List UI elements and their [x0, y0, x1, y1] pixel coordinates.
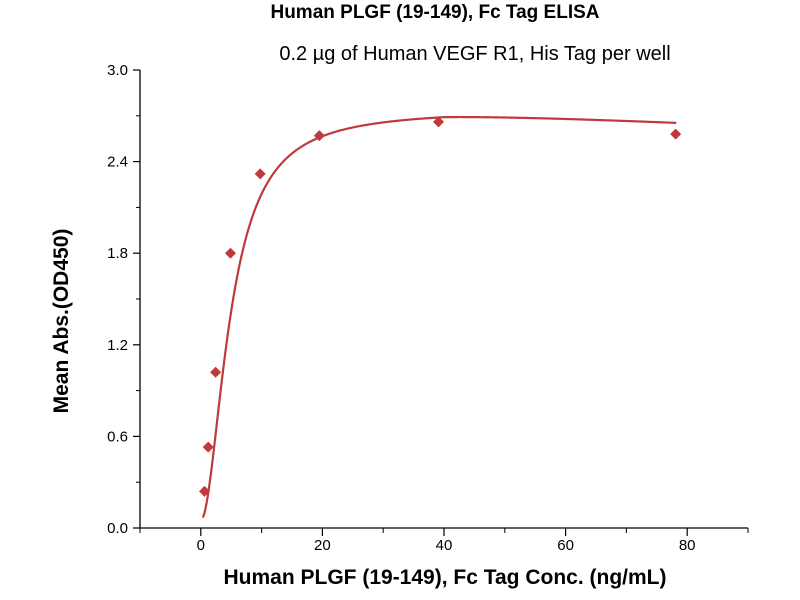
y-tick-label: 0.0 — [107, 520, 128, 537]
data-point — [210, 366, 222, 378]
data-point — [313, 130, 325, 142]
fit-curve — [201, 115, 677, 519]
data-point — [670, 128, 682, 140]
x-tick-label: 80 — [679, 537, 696, 554]
x-axis-label: Human PLGF (19-149), Fc Tag Conc. (ng/mL… — [223, 566, 667, 589]
data-markers — [199, 116, 682, 497]
x-tick-label: 60 — [557, 537, 574, 554]
chart-subtitle: 0.2 µg of Human VEGF R1, His Tag per wel… — [279, 43, 671, 65]
y-ticks: 0.0 0.6 1.2 1.8 2.4 3.0 — [107, 62, 140, 537]
x-tick-label: 40 — [436, 537, 453, 554]
x-tick-label: 0 — [197, 537, 205, 554]
y-tick-label: 1.2 — [107, 337, 128, 354]
y-tick-label: 1.8 — [107, 245, 128, 262]
data-point — [202, 441, 214, 453]
y-tick-label: 3.0 — [107, 62, 128, 79]
data-point — [433, 116, 445, 128]
data-point — [254, 168, 266, 180]
data-point — [224, 247, 236, 259]
y-tick-label: 2.4 — [107, 154, 128, 171]
x-ticks: 0 20 40 60 80 — [139, 528, 749, 554]
x-tick-label: 20 — [314, 537, 331, 554]
data-point — [199, 485, 211, 497]
chart-title: Human PLGF (19-149), Fc Tag ELISA — [270, 2, 600, 23]
y-tick-label: 0.6 — [107, 428, 128, 445]
